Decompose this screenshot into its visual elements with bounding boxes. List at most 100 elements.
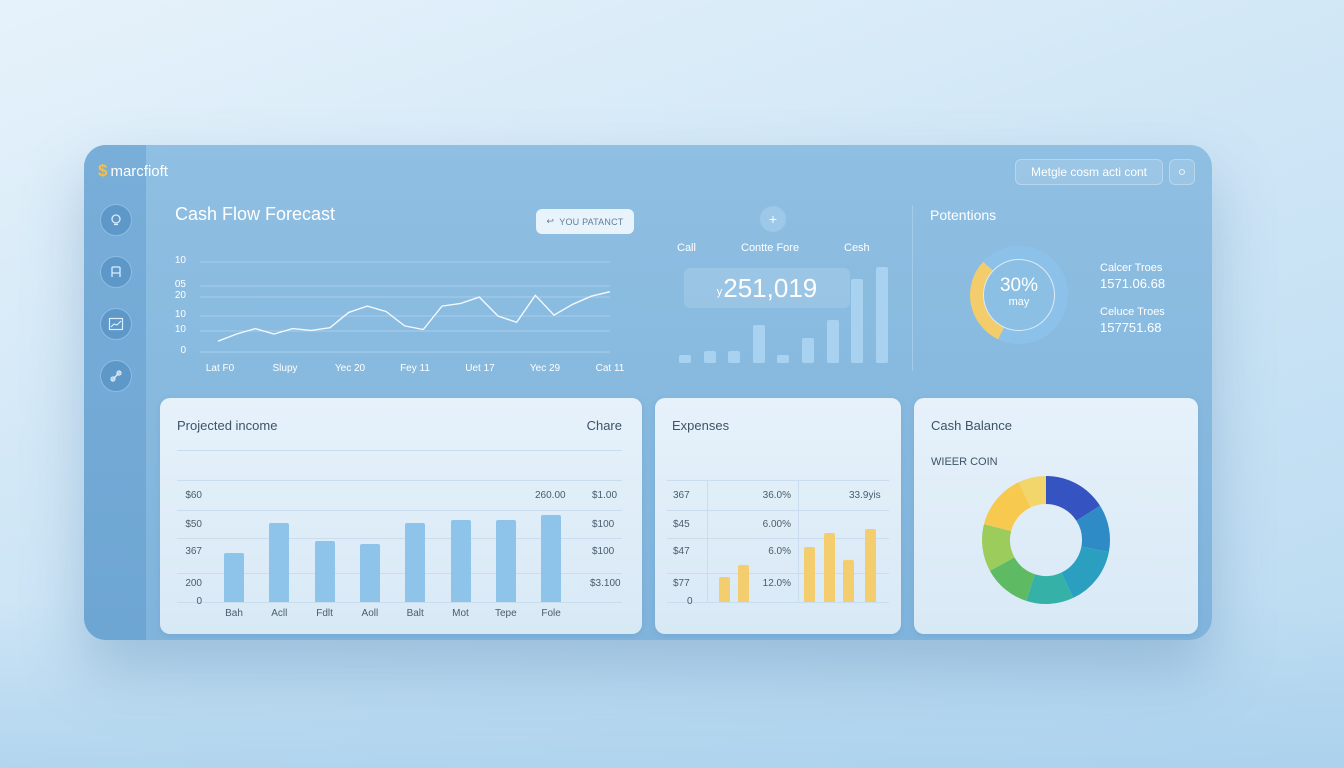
- gridline: [177, 480, 622, 481]
- potentions-item-value-2: 157751.68: [1100, 320, 1162, 335]
- summary-col-label-2: Contte Fore: [741, 242, 800, 254]
- summary-bar: [802, 338, 814, 363]
- cash-balance-donut-slice: [1018, 476, 1046, 508]
- pi-right-top-label: 260.00: [535, 490, 566, 501]
- projected-income-bar: [405, 522, 426, 602]
- pi-right-label: $100: [592, 546, 615, 557]
- settings-button[interactable]: [1169, 159, 1195, 185]
- cash-balance-subtitle: WIEER COIN: [931, 456, 998, 468]
- sidebar: [84, 145, 146, 640]
- potentions-title: Potentions: [930, 207, 997, 223]
- cash-balance-donut-slice: [984, 482, 1031, 532]
- gridline: [177, 510, 622, 511]
- settings-icon: [1178, 168, 1186, 176]
- projected-income-card: Projected income Chare $60 $50 367 200 0…: [160, 398, 642, 634]
- donut-subtext: may: [1008, 296, 1030, 308]
- divider-line: [707, 480, 708, 602]
- summary-bar: [875, 267, 888, 363]
- donut-center: [984, 260, 1054, 330]
- cash-balance-donut-slice: [982, 524, 1015, 571]
- gridline: [667, 573, 889, 574]
- projected-income-bar: [495, 519, 516, 602]
- expenses-bar: [843, 560, 854, 602]
- summary-bar: [752, 324, 765, 363]
- amount-value: 251,019: [723, 272, 818, 303]
- projected-income-bar: [269, 522, 290, 602]
- exp-right-label: 33.9yis: [849, 490, 881, 501]
- forecast-x-label: Slupy: [272, 363, 298, 374]
- summary-bar: [679, 355, 691, 363]
- cash-balance-donut-slice: [1046, 476, 1101, 521]
- pi-x-label: Mot: [452, 608, 469, 619]
- cash-balance-donut-slice: [1061, 546, 1109, 598]
- donut-percent: 30%: [999, 275, 1039, 296]
- pi-y-label: $60: [185, 490, 202, 501]
- forecast-x-label: Lat F0: [205, 363, 235, 374]
- cash-balance-donut-slice: [1076, 505, 1110, 552]
- plus-icon: +: [768, 211, 778, 227]
- forecast-line: [217, 291, 611, 342]
- forecast-y-label: 0: [180, 345, 186, 356]
- report-button-label: YOU PATANCT: [559, 216, 624, 227]
- brand-logo: $ marcfioft: [98, 161, 168, 181]
- donut-segments: [970, 246, 1068, 344]
- forecast-x-label: Cat 11: [595, 363, 625, 374]
- expenses-title: Expenses: [672, 418, 730, 433]
- cash-balance-donut-slice: [989, 557, 1035, 601]
- forecast-x-label: Uet 17: [465, 363, 495, 374]
- add-button[interactable]: +: [760, 206, 786, 232]
- potentions-donut-chart: [970, 246, 1068, 344]
- dashboard-window: $ marcfioft Metgle cosm acti cont Cash F…: [84, 145, 1212, 640]
- summary-bar: [851, 279, 864, 363]
- expenses-bar: [865, 528, 876, 602]
- report-button[interactable]: ↩ YOU PATANCT: [536, 209, 634, 234]
- summary-col-label-1: Call: [677, 242, 696, 254]
- link-icon[interactable]: [100, 360, 132, 392]
- summary-bar: [703, 351, 716, 363]
- lightbulb-icon[interactable]: [100, 204, 132, 236]
- gridline: [667, 602, 889, 603]
- exp-mid-label: 6.0%: [768, 546, 791, 557]
- brand-name: marcfioft: [110, 162, 168, 180]
- forecast-y-label: 05: [174, 279, 186, 290]
- pi-x-label: Balt: [406, 608, 424, 619]
- expenses-card: Expenses 367 $45 $47 $77 0 36.0% 6.00% 6…: [655, 398, 901, 634]
- exp-left-label: $45: [673, 519, 690, 530]
- forecast-x-label: Yec 20: [334, 363, 366, 374]
- projected-income-bar: [541, 515, 562, 602]
- chair-icon[interactable]: [100, 256, 132, 288]
- projected-income-title: Projected income: [177, 418, 278, 433]
- potentions-item-value-1: 1571.06.68: [1100, 276, 1166, 291]
- forecast-x-label: Fey 11: [400, 363, 430, 374]
- forecast-line-chart: [200, 261, 611, 353]
- expenses-bar: [738, 564, 749, 602]
- exp-mid-label: 6.00%: [762, 519, 791, 530]
- exp-left-label: 367: [673, 490, 690, 501]
- pi-right-top-label: $1.00: [592, 490, 618, 501]
- pi-x-label: Fdlt: [316, 608, 333, 619]
- divider-line: [798, 480, 799, 602]
- chart-icon[interactable]: [100, 308, 132, 340]
- expenses-bar: [824, 533, 835, 602]
- pi-x-label: Fole: [541, 608, 561, 619]
- projected-income-bar: [450, 519, 471, 602]
- pi-y-label: 200: [185, 578, 202, 589]
- cash-balance-donut-slice: [1026, 572, 1074, 604]
- gridline: [177, 450, 622, 451]
- gridline: [177, 538, 622, 539]
- cash-balance-title: Cash Balance: [931, 418, 1012, 433]
- summary-col-label-3: Cesh: [844, 242, 870, 254]
- summary-bar: [728, 351, 741, 363]
- exp-left-label: $77: [673, 578, 690, 589]
- cash-balance-card: Cash Balance WIEER COIN: [914, 398, 1198, 634]
- exp-mid-label: 36.0%: [762, 490, 791, 501]
- expenses-bar: [719, 576, 730, 602]
- potentions-item-label-2: Celuce Troes: [1100, 306, 1165, 318]
- pi-x-label: Bah: [225, 608, 243, 619]
- pi-y-label: $50: [185, 519, 202, 530]
- exp-mid-label: 12.0%: [762, 578, 791, 589]
- search-input[interactable]: Metgle cosm acti cont: [1015, 159, 1163, 185]
- forecast-y-label: 20: [174, 290, 186, 301]
- forecast-x-label: Yec 29: [529, 363, 561, 374]
- cash-balance-donut-chart: [982, 476, 1110, 604]
